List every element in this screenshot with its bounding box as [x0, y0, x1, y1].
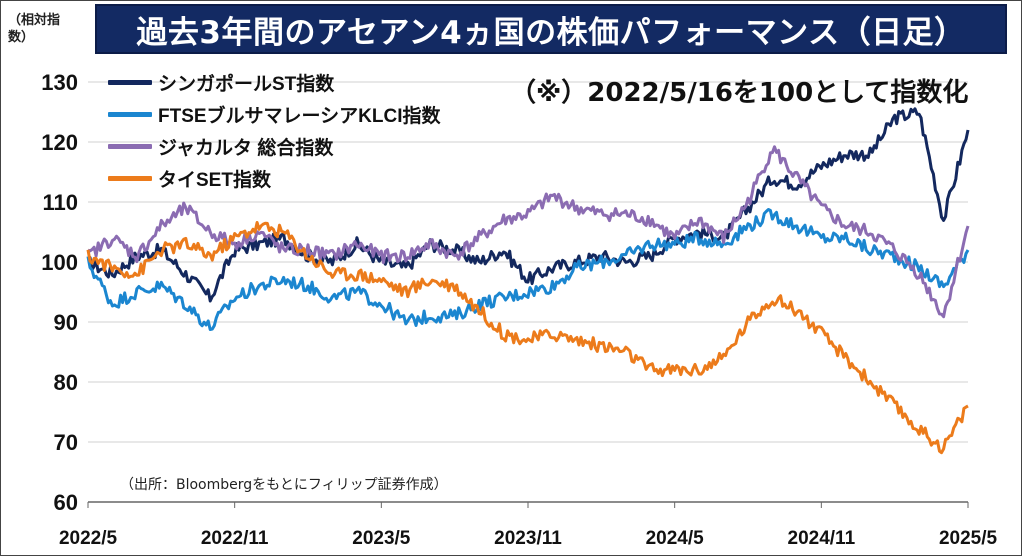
x-tick-2022/5: 2022/5	[59, 528, 118, 549]
y-tick-100: 100	[41, 250, 78, 275]
x-tick-2023/11: 2023/11	[494, 528, 562, 549]
y-tick-70: 70	[54, 430, 78, 455]
y-tick-90: 90	[54, 310, 78, 335]
legend-swatch-malaysia	[108, 111, 152, 117]
x-tick-labels: 2022/5 2022/11 2023/5 2023/11 2024/5 2024/11 2…	[59, 528, 998, 549]
y-tick-130: 130	[41, 70, 78, 95]
y-tick-60: 60	[54, 490, 78, 515]
legend-swatch-singapore	[108, 79, 152, 85]
legend-label-singapore: シンガポールST指数	[158, 73, 335, 95]
legend: シンガポールST指数 FTSEブルサマレーシアKLCI指数 ジャカルタ 総合指数…	[108, 66, 441, 194]
series-line-3	[86, 221, 969, 455]
y-tick-labels: 60 70 80 90 100 110 120 130	[41, 70, 78, 515]
legend-item-singapore: シンガポールST指数	[108, 66, 441, 98]
legend-swatch-thailand	[108, 175, 152, 181]
x-tick-2024/11: 2024/11	[788, 528, 856, 549]
legend-label-thailand: タイSET指数	[158, 169, 271, 191]
source-note: （出所：Bloombergをもとにフィリップ証券作成）	[120, 477, 448, 493]
series-line-1	[86, 208, 970, 331]
x-tick-2023/5: 2023/5	[352, 528, 411, 549]
index-base-note: （※）2022/5/16を100として指数化	[510, 78, 969, 108]
axes	[87, 501, 969, 508]
y-tick-110: 110	[43, 190, 79, 215]
series-line-2	[87, 145, 970, 319]
chart-title: 過去3年間のアセアン4ヵ国の株価パフォーマンス（日足）	[95, 4, 1007, 54]
legend-label-jakarta: ジャカルタ 総合指数	[158, 137, 334, 159]
legend-swatch-jakarta	[108, 143, 152, 149]
grid-lines	[88, 81, 968, 443]
legend-item-malaysia: FTSEブルサマレーシアKLCI指数	[108, 98, 441, 130]
series-line-0	[87, 107, 970, 303]
series-lines	[86, 107, 970, 455]
legend-label-malaysia: FTSEブルサマレーシアKLCI指数	[158, 105, 441, 127]
x-tick-2022/11: 2022/11	[201, 528, 269, 549]
legend-item-jakarta: ジャカルタ 総合指数	[108, 130, 441, 162]
x-tick-2024/5: 2024/5	[646, 528, 705, 549]
y-tick-80: 80	[54, 370, 78, 395]
x-tick-2025/5: 2025/5	[939, 528, 998, 549]
y-unit-label: （相対指数）	[8, 13, 61, 45]
legend-item-thailand: タイSET指数	[108, 162, 441, 194]
y-tick-120: 120	[41, 130, 78, 155]
